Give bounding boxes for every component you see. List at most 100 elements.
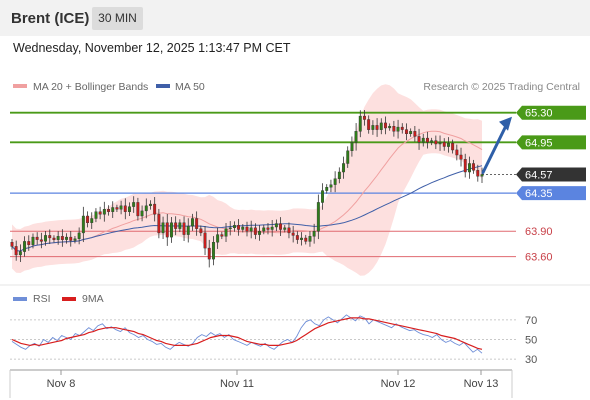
level-tag-64-57 — [516, 167, 586, 182]
forecast-arrow — [481, 122, 509, 174]
timeframe-selector[interactable]: 30 MIN — [92, 7, 143, 30]
candle-body — [144, 205, 148, 212]
candle-body — [363, 115, 366, 120]
rsi-ma-legend-swatch — [62, 297, 76, 301]
candle-body — [258, 230, 261, 235]
candle-body — [65, 236, 69, 240]
candle-body — [291, 232, 295, 236]
candle-body — [333, 178, 337, 185]
candle-body — [405, 129, 408, 135]
level-tag-64-95 — [516, 135, 586, 150]
candle-body — [161, 222, 165, 234]
candle-body — [304, 237, 308, 242]
candle-body — [182, 222, 186, 235]
candle-body — [44, 235, 47, 242]
candle-body — [421, 137, 425, 143]
candle-body — [39, 239, 43, 242]
candle-body — [157, 214, 161, 234]
rsi-ma-legend-label: 9MA — [82, 293, 104, 305]
candle-body — [119, 205, 123, 210]
candle-body — [148, 203, 152, 207]
candle-body — [199, 228, 203, 234]
x-tick-label: Nov 8 — [47, 378, 76, 390]
candle-body — [169, 222, 173, 238]
candle-body — [417, 136, 421, 143]
candle-body — [274, 223, 278, 228]
candle-body — [186, 225, 190, 235]
candle-body — [216, 234, 220, 243]
level-tag-65-30 — [516, 105, 586, 120]
candle-body — [107, 208, 111, 212]
candle-body — [270, 226, 274, 230]
candle-body — [52, 237, 56, 240]
bollinger-band — [12, 84, 482, 276]
level-label-64-95: 64.95 — [525, 137, 553, 149]
candle-body — [266, 227, 270, 230]
candle-body — [18, 251, 22, 256]
candle-body — [455, 149, 459, 156]
candle-body — [468, 163, 471, 173]
candle-body — [392, 125, 396, 132]
candle-body — [476, 170, 480, 177]
candle-body — [388, 125, 392, 129]
candle-body — [413, 131, 417, 137]
candle-body — [342, 163, 345, 173]
candle-body — [77, 232, 81, 239]
candle-body — [346, 150, 350, 164]
candle-body — [174, 222, 178, 229]
candle-body — [86, 215, 90, 224]
candle-body — [127, 206, 131, 212]
candle-body — [316, 202, 320, 232]
rsi-ma-line — [11, 317, 483, 350]
x-tick-label: Nov 11 — [220, 378, 254, 390]
candle-body — [337, 171, 341, 180]
candle-body — [325, 186, 329, 191]
candle-body — [472, 163, 475, 171]
candle-body — [35, 236, 39, 240]
research-credit: Research © 2025 Trading Central — [423, 81, 580, 93]
candle-body — [241, 226, 245, 230]
candle-body — [81, 215, 85, 234]
candle-body — [329, 184, 333, 188]
candle-body — [73, 238, 77, 241]
candle-body — [375, 125, 379, 130]
rsi-legend-label: RSI — [33, 293, 51, 305]
candle-body — [283, 227, 287, 230]
candle-body — [438, 142, 442, 145]
candle-body — [434, 140, 438, 145]
candle-body — [379, 122, 383, 130]
candle-body — [123, 205, 127, 212]
candle-body — [31, 236, 35, 245]
candle-body — [350, 142, 354, 152]
candle-body — [98, 211, 102, 215]
candle-body — [321, 190, 324, 203]
candle-body — [447, 142, 450, 147]
candle-body — [480, 174, 484, 177]
candle-body — [253, 227, 257, 235]
candle-body — [249, 227, 253, 232]
candle-body — [430, 140, 434, 143]
candle-body — [354, 131, 358, 143]
candle-body — [211, 241, 215, 260]
candle-body — [102, 208, 106, 215]
candle-body — [207, 247, 211, 260]
candle-body — [442, 142, 446, 147]
candle-body — [27, 241, 31, 245]
chart-header: Brent (ICE) 30 MIN — [0, 0, 590, 36]
candle-body — [279, 223, 282, 230]
candle-body — [14, 246, 18, 256]
level-label-65-30: 65.30 — [525, 108, 553, 120]
candle-body — [23, 241, 26, 252]
candle-body — [90, 218, 94, 223]
candle-body — [60, 236, 64, 240]
candle-body — [300, 237, 303, 240]
candle-body — [308, 236, 312, 242]
rsi-tick-70: 70 — [525, 315, 537, 327]
candle-body — [396, 126, 400, 132]
candle-body — [195, 218, 199, 229]
candle-body — [10, 241, 14, 247]
candle-body — [69, 236, 73, 241]
rsi-line — [11, 314, 483, 354]
candle-body — [384, 122, 387, 129]
candle-body — [111, 207, 115, 212]
